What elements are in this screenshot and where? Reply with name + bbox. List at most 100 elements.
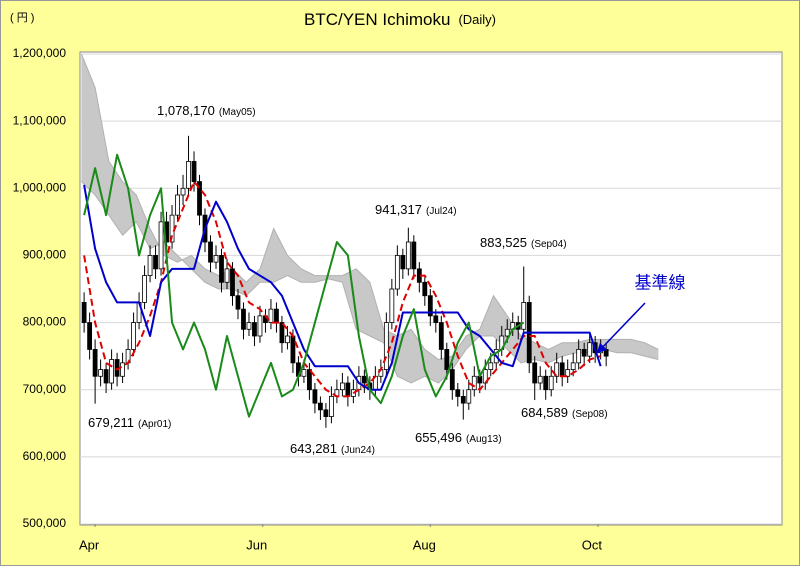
candle-body <box>98 369 104 377</box>
x-tick-label: Aug <box>413 537 436 552</box>
candle-body <box>285 335 290 344</box>
candle-body <box>477 375 483 384</box>
candle-body <box>318 402 323 411</box>
candle-body <box>559 362 565 377</box>
y-tick-label: 800,000 <box>23 315 67 329</box>
annotation-date: (Aug13) <box>466 434 502 445</box>
candle-body <box>191 161 197 182</box>
candle-body <box>565 369 571 377</box>
candle-body <box>488 362 494 370</box>
candle-body <box>186 161 191 189</box>
indicator-line <box>83 180 601 398</box>
candle-body <box>466 389 472 404</box>
candle-body <box>603 349 609 357</box>
annotation: 1,078,170 (May05) <box>157 103 256 118</box>
candle-body <box>120 362 125 377</box>
candle-body <box>455 389 461 397</box>
annotation: 643,281 (Jun24) <box>290 441 375 456</box>
candle-body <box>554 362 560 377</box>
chart-title: BTC/YEN Ichimoku (Daily) <box>304 10 496 29</box>
candle-body <box>394 255 400 290</box>
candle-body <box>142 275 147 303</box>
candle-body <box>581 349 587 357</box>
annotation-value: 655,496 <box>415 430 462 445</box>
candle-body <box>405 241 411 270</box>
annotation-date: (Sep08) <box>572 409 608 420</box>
candle-body <box>290 335 296 364</box>
annotation-date: (Apr01) <box>138 419 171 430</box>
annotation-date: (Jul24) <box>426 206 457 217</box>
candle-body <box>400 255 406 270</box>
candle-body <box>482 369 488 384</box>
candle-body <box>471 375 477 391</box>
candle-body <box>257 315 263 337</box>
candle-body <box>548 375 554 391</box>
annotation: 655,496 (Aug13) <box>415 430 502 445</box>
candle-body <box>532 362 538 384</box>
candle-body <box>301 369 307 377</box>
candle-body <box>345 382 351 397</box>
candle-body <box>241 308 246 330</box>
indicator-line <box>83 153 525 418</box>
candle-body <box>438 322 444 350</box>
candle-body <box>224 268 230 283</box>
candle-body <box>197 181 202 216</box>
y-unit: ( 円 ) <box>10 12 34 24</box>
candle-body <box>81 302 87 323</box>
candle-body <box>175 194 180 216</box>
candle-body <box>329 396 334 417</box>
candle-body <box>153 255 158 270</box>
candle-body <box>411 241 417 270</box>
line-label-arrow <box>596 302 646 354</box>
annotation-date: (Sep04) <box>531 239 567 250</box>
annotation-value: 643,281 <box>290 441 337 456</box>
annotation-value: 679,211 <box>88 415 134 430</box>
y-tick-label: 1,200,000 <box>13 46 67 60</box>
candle-body <box>383 322 389 370</box>
annotation-value: 941,317 <box>375 202 422 217</box>
annotation-date: (May05) <box>219 107 256 118</box>
x-tick-label: Jun <box>246 537 267 552</box>
annotation-value: 883,525 <box>480 235 527 250</box>
candle-body <box>180 187 186 196</box>
candle-body <box>422 281 428 297</box>
candle-body <box>312 389 318 404</box>
y-tick-label: 600,000 <box>23 449 67 463</box>
candle-body <box>389 288 395 323</box>
line-label: 基準線 <box>635 273 686 292</box>
y-tick-label: 700,000 <box>23 382 67 396</box>
candle-body <box>521 302 527 330</box>
candle-body <box>339 382 345 391</box>
y-tick-label: 500,000 <box>23 516 67 530</box>
annotation-date: (Jun24) <box>341 445 375 456</box>
title-sub: (Daily) <box>458 12 496 27</box>
candle-body <box>109 359 114 384</box>
candle-body <box>427 295 433 317</box>
annotation-value: 1,078,170 <box>157 103 215 118</box>
annotation-value: 684,589 <box>521 405 568 420</box>
title-main: BTC/YEN Ichimoku <box>304 10 450 29</box>
x-tick-label: Oct <box>582 537 603 552</box>
candle-body <box>131 322 136 350</box>
candle-body <box>361 375 367 384</box>
annotation: 941,317 (Jul24) <box>375 202 457 217</box>
candle-body <box>460 396 466 404</box>
candle-body <box>246 322 252 330</box>
candle-body <box>570 362 576 370</box>
y-tick-label: 900,000 <box>23 248 67 262</box>
candle-body <box>92 349 98 377</box>
candle-body <box>587 342 593 357</box>
x-tick-label: Apr <box>79 537 100 552</box>
candle-body <box>208 241 213 263</box>
candle-body <box>537 375 543 384</box>
y-tick-label: 1,000,000 <box>13 180 67 194</box>
annotation: 883,525 (Sep04) <box>480 235 567 250</box>
candle-body <box>158 221 164 270</box>
candle-body <box>87 322 93 350</box>
candle-body <box>252 322 257 337</box>
candle-body <box>433 315 439 323</box>
candle-body <box>449 369 455 391</box>
candle-body <box>279 322 285 344</box>
candle-body <box>219 255 224 283</box>
